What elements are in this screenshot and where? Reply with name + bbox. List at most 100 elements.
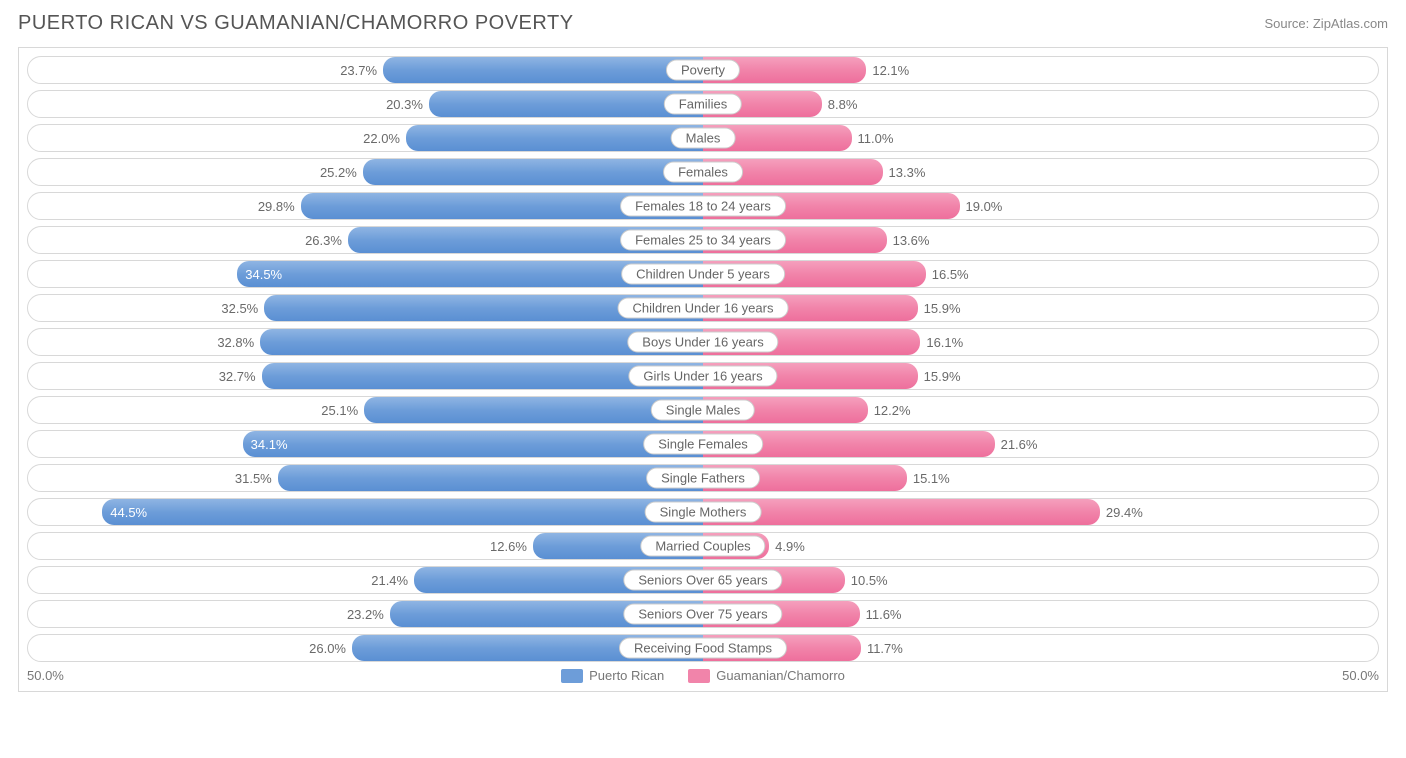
right-value-label: 11.6%: [866, 607, 902, 622]
left-value-label: 20.3%: [386, 97, 423, 112]
chart-row: 26.3%13.6%Females 25 to 34 years: [27, 226, 1379, 254]
category-label: Single Males: [651, 400, 755, 421]
row-right-half: 19.0%: [703, 193, 1378, 219]
legend-swatch-pink: [688, 669, 710, 683]
category-label: Single Fathers: [646, 468, 760, 489]
row-right-half: 11.6%: [703, 601, 1378, 627]
left-value-label: 12.6%: [490, 539, 527, 554]
left-value-label: 25.2%: [320, 165, 357, 180]
left-value-label: 32.5%: [221, 301, 258, 316]
row-right-half: 4.9%: [703, 533, 1378, 559]
right-value-label: 15.9%: [924, 301, 961, 316]
chart-row: 31.5% 15.1% Single Fathers: [27, 464, 1379, 492]
chart-row: 26.0% 11.7% Receiving Food Stamps: [27, 634, 1379, 662]
legend-label-left: Puerto Rican: [589, 668, 664, 683]
category-label: Single Mothers: [645, 502, 762, 523]
category-label: Boys Under 16 years: [627, 332, 778, 353]
left-value-label: 26.3%: [305, 233, 342, 248]
right-bar: [703, 499, 1100, 525]
right-value-label: 12.2%: [874, 403, 911, 418]
chart-row: 32.7%15.9%Girls Under 16 years: [27, 362, 1379, 390]
left-bar: 44.5%: [102, 499, 703, 525]
chart-row: 25.1% 12.2% Single Males: [27, 396, 1379, 424]
left-value-label: 31.5%: [235, 471, 272, 486]
row-left-half: 26.3%: [28, 227, 703, 253]
left-value-label: 32.8%: [217, 335, 254, 350]
left-bar: [278, 465, 703, 491]
left-value-label: 23.7%: [340, 63, 377, 78]
chart-row: 20.3% 8.8% Families: [27, 90, 1379, 118]
right-value-label: 16.5%: [932, 267, 969, 282]
row-left-half: 31.5%: [28, 465, 703, 491]
left-bar: 34.1%: [243, 431, 703, 457]
chart-row: 32.8% 16.1% Boys Under 16 years: [27, 328, 1379, 356]
chart-row: 44.5% 29.4% Single Mothers: [27, 498, 1379, 526]
left-bar: [429, 91, 703, 117]
row-left-half: 32.8%: [28, 329, 703, 355]
row-left-half: 26.0%: [28, 635, 703, 661]
row-right-half: 15.9%: [703, 295, 1378, 321]
row-left-half: 12.6%: [28, 533, 703, 559]
category-label: Seniors Over 65 years: [623, 570, 782, 591]
row-right-half: 16.1%: [703, 329, 1378, 355]
category-label: Children Under 5 years: [621, 264, 785, 285]
category-label: Poverty: [666, 60, 740, 81]
left-bar: [363, 159, 703, 185]
row-right-half: 15.1%: [703, 465, 1378, 491]
row-left-half: 32.5%: [28, 295, 703, 321]
chart-row: 25.2%13.3%Females: [27, 158, 1379, 186]
row-right-half: 13.6%: [703, 227, 1378, 253]
right-value-label: 12.1%: [872, 63, 909, 78]
left-value-label: 34.5%: [245, 267, 282, 282]
chart-footer: 50.0% Puerto Rican Guamanian/Chamorro 50…: [27, 668, 1379, 683]
left-value-label: 21.4%: [371, 573, 408, 588]
category-label: Receiving Food Stamps: [619, 638, 787, 659]
row-left-half: 29.8%: [28, 193, 703, 219]
right-value-label: 15.1%: [913, 471, 950, 486]
chart-rows: 23.7%12.1%Poverty20.3%8.8%Families22.0%1…: [27, 56, 1379, 662]
right-value-label: 10.5%: [851, 573, 888, 588]
row-left-half: 25.2%: [28, 159, 703, 185]
legend-item-right: Guamanian/Chamorro: [688, 668, 845, 683]
chart-row: 34.1% 21.6%Single Females: [27, 430, 1379, 458]
row-right-half: 16.5%: [703, 261, 1378, 287]
row-left-half: 32.7%: [28, 363, 703, 389]
category-label: Girls Under 16 years: [628, 366, 777, 387]
category-label: Females: [663, 162, 743, 183]
category-label: Females 18 to 24 years: [620, 196, 786, 217]
row-left-half: 22.0%: [28, 125, 703, 151]
chart-row: 34.5% 16.5% Children Under 5 years: [27, 260, 1379, 288]
category-label: Males: [671, 128, 736, 149]
category-label: Children Under 16 years: [618, 298, 789, 319]
right-value-label: 19.0%: [966, 199, 1003, 214]
diverging-bar-chart: 23.7%12.1%Poverty20.3%8.8%Families22.0%1…: [18, 47, 1388, 692]
chart-row: 23.7% 12.1% Poverty: [27, 56, 1379, 84]
right-value-label: 29.4%: [1106, 505, 1143, 520]
left-value-label: 22.0%: [363, 131, 400, 146]
row-right-half: 12.1%: [703, 57, 1378, 83]
row-right-half: 11.7%: [703, 635, 1378, 661]
row-left-half: 25.1%: [28, 397, 703, 423]
row-right-half: 29.4%: [703, 499, 1378, 525]
chart-row: 12.6%4.9%Married Couples: [27, 532, 1379, 560]
chart-header: PUERTO RICAN VS GUAMANIAN/CHAMORRO POVER…: [18, 12, 1388, 35]
legend: Puerto Rican Guamanian/Chamorro: [561, 668, 845, 683]
right-value-label: 13.6%: [893, 233, 930, 248]
row-right-half: 8.8%: [703, 91, 1378, 117]
left-value-label: 34.1%: [251, 437, 288, 452]
row-right-half: 15.9%: [703, 363, 1378, 389]
row-left-half: 21.4%: [28, 567, 703, 593]
left-value-label: 23.2%: [347, 607, 384, 622]
right-value-label: 16.1%: [926, 335, 963, 350]
axis-left-label: 50.0%: [27, 668, 64, 683]
legend-swatch-blue: [561, 669, 583, 683]
left-value-label: 26.0%: [309, 641, 346, 656]
left-bar: [406, 125, 703, 151]
category-label: Single Females: [643, 434, 763, 455]
row-right-half: 21.6%: [703, 431, 1378, 457]
right-value-label: 11.7%: [867, 641, 903, 656]
chart-row: 22.0%11.0%Males: [27, 124, 1379, 152]
right-value-label: 8.8%: [828, 97, 858, 112]
category-label: Families: [664, 94, 742, 115]
chart-row: 21.4% 10.5% Seniors Over 65 years: [27, 566, 1379, 594]
